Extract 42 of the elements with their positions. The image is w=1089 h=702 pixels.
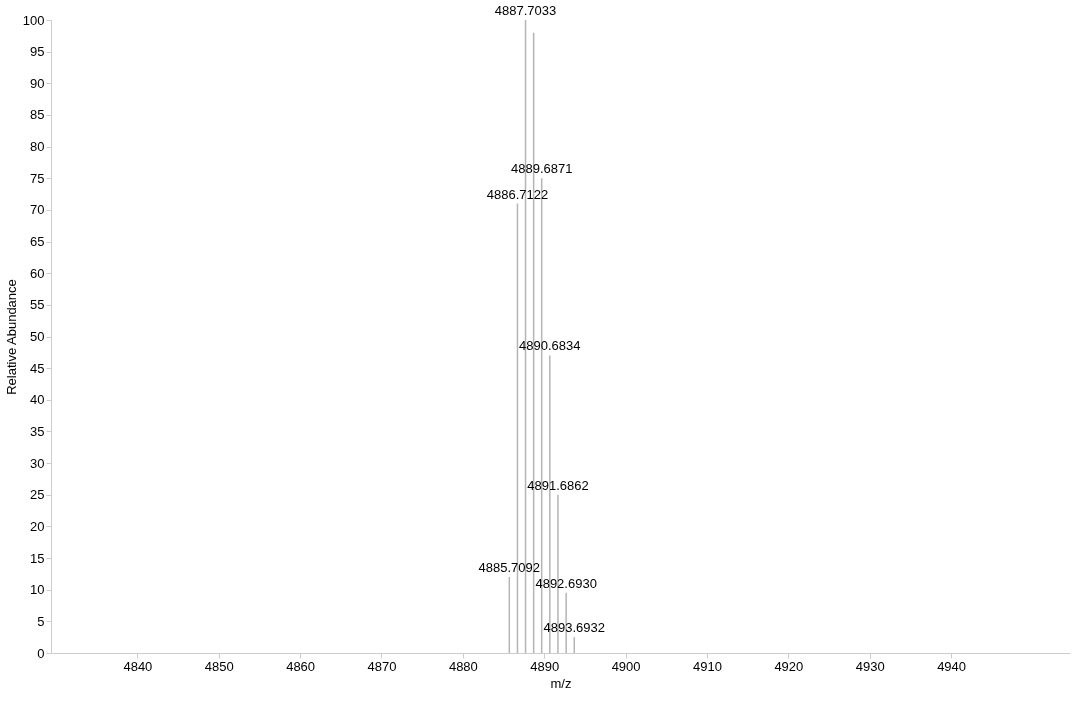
annotation: 4887.7033 [494, 3, 557, 18]
annotation: 4891.6862 [527, 477, 589, 493]
y-tick-label: 20 [30, 518, 45, 534]
y-tick-label: 15 [30, 550, 45, 566]
x-tick-label: 4870 [367, 658, 397, 674]
y-tick-label: 0 [37, 645, 45, 661]
x-tick-label: 4900 [611, 658, 641, 674]
y-tick-label: 100 [22, 12, 45, 28]
x-axis-title: m/z [550, 675, 572, 691]
y-tick-label: 75 [30, 170, 45, 186]
x-tick-label: 4910 [693, 658, 722, 674]
y-tick-label: 80 [30, 139, 45, 155]
annotation: 4890.6834 [519, 338, 581, 354]
x-tick-label: 4890 [530, 658, 560, 674]
x-tick-label: 4940 [937, 658, 967, 674]
annotation: 4885.7092 [478, 560, 541, 576]
y-tick-label: 45 [30, 360, 45, 376]
annotation: 4889.6871 [510, 161, 573, 177]
annotation: 4892.6930 [535, 575, 597, 591]
y-tick-label: 30 [30, 455, 45, 471]
y-tick-label: 70 [30, 202, 45, 218]
x-tick-label: 4840 [123, 658, 153, 674]
y-tick-label: 60 [30, 265, 45, 281]
x-tick-label: 4930 [855, 658, 885, 674]
y-tick-label: 65 [30, 234, 45, 250]
y-tick-label: 55 [30, 297, 45, 313]
x-tick-label: 4920 [774, 658, 804, 674]
annotation: 4886.7122 [486, 186, 549, 202]
x-tick-label: 4880 [448, 658, 478, 674]
y-tick-label: 35 [30, 423, 45, 439]
y-tick-label: 5 [37, 613, 45, 629]
y-tick-label: 50 [30, 329, 45, 344]
y-tick-label: 10 [30, 582, 45, 598]
x-tick-label: 4850 [204, 658, 234, 674]
x-tick-label: 4860 [286, 658, 316, 674]
y-tick-label: 85 [30, 107, 45, 123]
y-tick-label: 95 [30, 44, 45, 60]
y-tick-label: 90 [30, 75, 45, 91]
y-axis-title: Relative Abundance [3, 279, 19, 395]
annotation: 4893.6932 [543, 620, 605, 636]
y-tick-label: 40 [30, 392, 45, 408]
y-tick-label: 25 [30, 487, 45, 503]
